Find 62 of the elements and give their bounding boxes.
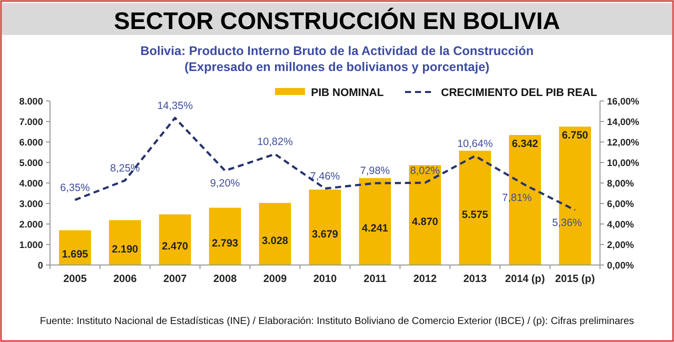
y2-tick-label: 12,00% (607, 138, 640, 148)
source-note: Fuente: Instituto Nacional de Estadísticas (INE) / Elaboración: Instituto Boliviano de Comercio Exterior (IBCE) / (p): Cifras preliminares (40, 316, 634, 327)
x-tick-label: 2010 (313, 273, 337, 285)
y-tick-label: 4.000 (19, 178, 43, 190)
data-label: 7,46% (310, 170, 340, 183)
data-label: 2.190 (112, 244, 138, 256)
x-tick-label: 2006 (113, 273, 137, 285)
data-label: 2.470 (162, 240, 188, 253)
x-tick-label: 2015 (p) (555, 273, 595, 285)
bar (259, 202, 291, 265)
data-label: 1.695 (62, 248, 88, 261)
y-tick-label: 6.000 (19, 138, 43, 148)
y2-tick-label: 6,00% (607, 199, 634, 210)
y2-tick-label: 0,00% (607, 260, 634, 272)
legend-label: PIB NOMINAL (311, 87, 384, 99)
x-tick-label: 2005 (63, 273, 87, 285)
data-label: 3.028 (262, 234, 288, 247)
y-tick-label: 0 (38, 260, 43, 272)
x-tick-label: 2009 (263, 273, 287, 285)
chart-title: SECTOR CONSTRUCCIÓN EN BOLIVIA (114, 7, 560, 35)
chart-subtitle: Bolivia: Producto Interno Bruto de la Actividad de la Construcción (Expresado en millones de bolivianos y porcentaje) (140, 44, 534, 74)
bar (459, 150, 491, 265)
legend-label: CRECIMIENTO DEL PIB REAL (441, 87, 598, 99)
data-label: 2.793 (212, 237, 238, 250)
bar (109, 220, 141, 265)
bar (409, 165, 441, 265)
data-label: 6.342 (512, 138, 538, 150)
bar (359, 178, 391, 265)
bar (309, 190, 341, 265)
y2-tick-label: 10,00% (607, 158, 640, 169)
y-tick-label: 2.000 (19, 220, 43, 230)
data-label: 3.679 (312, 228, 338, 240)
x-tick-label: 2011 (364, 273, 387, 285)
data-label: 5.575 (462, 208, 488, 221)
y2-tick-label: 2,00% (607, 240, 634, 251)
data-label: 7,98% (360, 165, 390, 178)
y-tick-label: 1.000 (19, 240, 43, 251)
y2-tick-label: 14,00% (607, 117, 640, 128)
y2-tick-label: 16,00% (607, 96, 640, 108)
data-label: 14,35% (157, 100, 193, 112)
y-tick-label: 3.000 (19, 199, 43, 210)
y-tick-label: 7.000 (19, 117, 43, 128)
data-label: 8,02% (410, 164, 440, 177)
x-tick-label: 2012 (413, 273, 437, 285)
x-tick-label: 2014 (p) (505, 273, 545, 285)
data-label: 6,35% (60, 182, 90, 194)
data-label: 8,25% (110, 162, 140, 174)
bar (159, 214, 191, 265)
data-label: 4.241 (362, 222, 388, 235)
bar (209, 208, 241, 265)
data-label: 10,64% (457, 138, 493, 150)
y2-tick-label: 4,00% (607, 220, 634, 230)
data-label: 10,82% (257, 136, 293, 148)
data-label: 4.870 (412, 216, 438, 228)
data-label: 6.750 (562, 130, 588, 142)
y2-tick-label: 8,00% (607, 178, 634, 190)
x-tick-label: 2008 (213, 273, 237, 285)
data-label: 9,20% (210, 178, 240, 190)
y-tick-label: 8.000 (19, 96, 43, 108)
x-tick-label: 2013 (463, 273, 487, 285)
y-tick-label: 5.000 (19, 158, 43, 169)
x-tick-label: 2007 (163, 273, 187, 285)
